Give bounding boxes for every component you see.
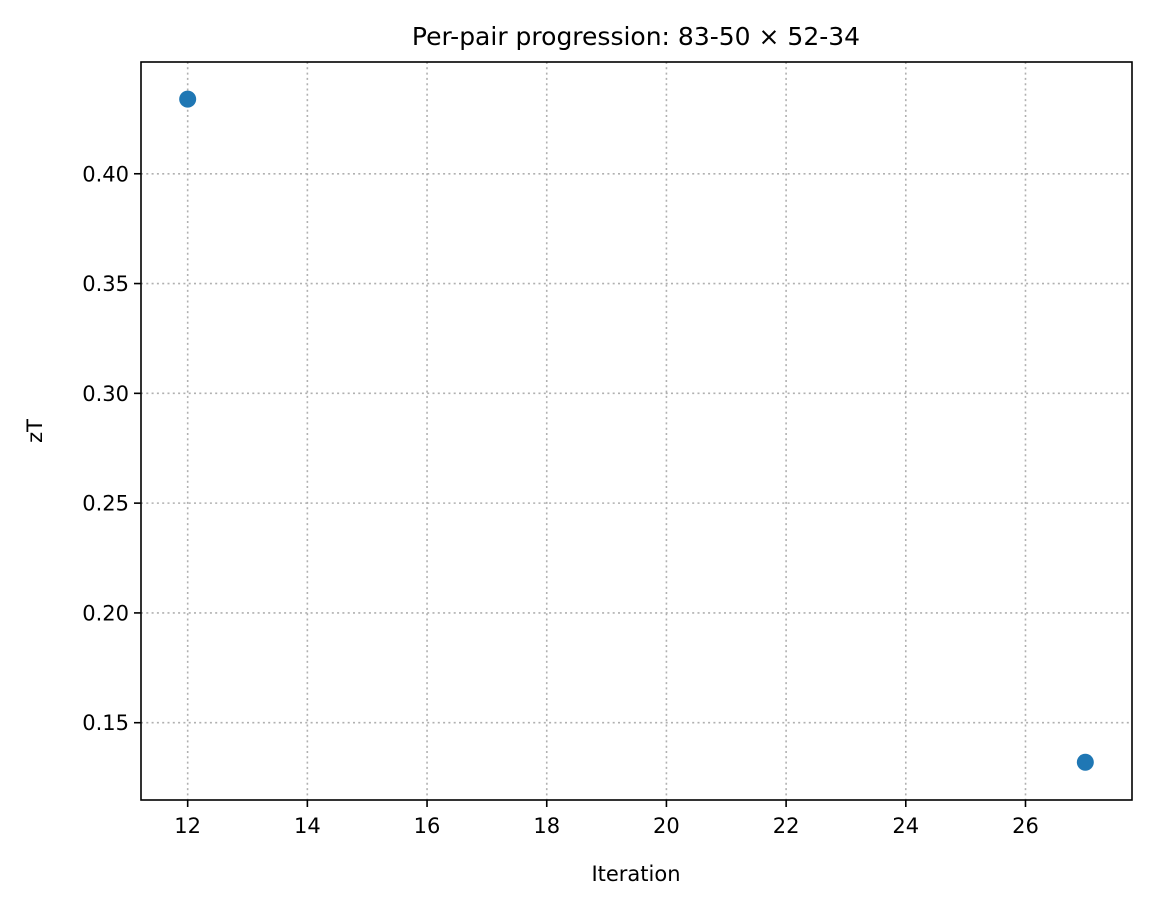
- x-tick-label: 26: [1012, 814, 1039, 838]
- x-tick-label: 20: [653, 814, 680, 838]
- grid-lines: [141, 62, 1132, 800]
- chart-title: Per-pair progression: 83-50 × 52-34: [412, 22, 860, 51]
- data-points: [179, 90, 1094, 771]
- y-tick-label: 0.15: [82, 711, 129, 735]
- data-point: [179, 90, 197, 108]
- plot-area: [141, 62, 1132, 800]
- y-tick-label: 0.20: [82, 601, 129, 625]
- y-tick-label: 0.40: [82, 162, 129, 186]
- data-point: [1076, 753, 1094, 771]
- x-tick-label: 24: [892, 814, 919, 838]
- x-tick-label: 18: [533, 814, 560, 838]
- x-tick-label: 14: [294, 814, 321, 838]
- plot-frame: [140, 61, 1133, 801]
- y-tick-label: 0.35: [82, 272, 129, 296]
- x-tick-label: 12: [174, 814, 201, 838]
- x-axis-label: Iteration: [591, 862, 680, 886]
- y-axis-ticks: 0.15 0.20 0.25 0.30 0.35 0.40: [82, 162, 141, 735]
- x-axis-ticks: 12 14 16 18 20 22 24 26: [174, 800, 1039, 838]
- x-tick-label: 16: [414, 814, 441, 838]
- y-tick-label: 0.25: [82, 492, 129, 516]
- x-tick-label: 22: [773, 814, 800, 838]
- y-axis-label: zT: [23, 419, 47, 443]
- y-tick-label: 0.30: [82, 382, 129, 406]
